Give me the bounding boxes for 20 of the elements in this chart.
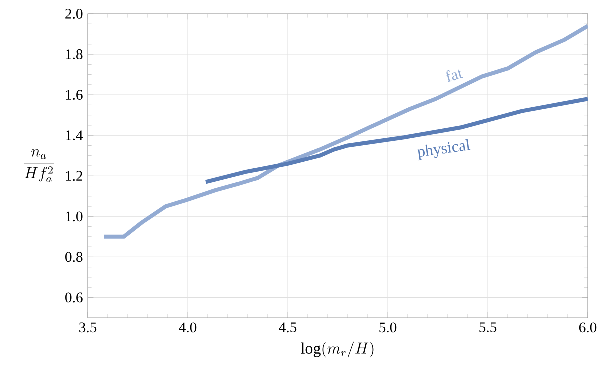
x-tick-label: 6.0 [579, 322, 597, 333]
x-tick-label: 4.0 [179, 322, 197, 333]
y-tick-label: 0.8 [66, 252, 83, 262]
line-series [204, 97, 588, 184]
x-axis-title: $\log(m_r/H)$ [301, 342, 374, 358]
text: fat [446, 70, 464, 82]
x-tick-label: 3.5 [80, 322, 97, 333]
y-tick-label: 2.0 [66, 9, 83, 19]
line-series [102, 24, 588, 239]
y-tick-label: 1.2 [66, 171, 82, 182]
y-tick-label: 1.4 [66, 130, 84, 141]
x-tick-label: 4.5 [279, 322, 297, 333]
y-axis-title: $\frac{n_a}{H f_a^2}$ [24, 150, 54, 182]
text: physical [417, 139, 471, 161]
y-tick-label: 0.6 [66, 292, 83, 303]
x-tick-label: 5.0 [380, 322, 397, 333]
y-tick-label: 1.6 [66, 90, 83, 100]
y-tick-label: 1.8 [66, 50, 83, 60]
x-tick-label: 5.5 [480, 322, 497, 333]
y-tick-label: 1.0 [66, 212, 83, 222]
